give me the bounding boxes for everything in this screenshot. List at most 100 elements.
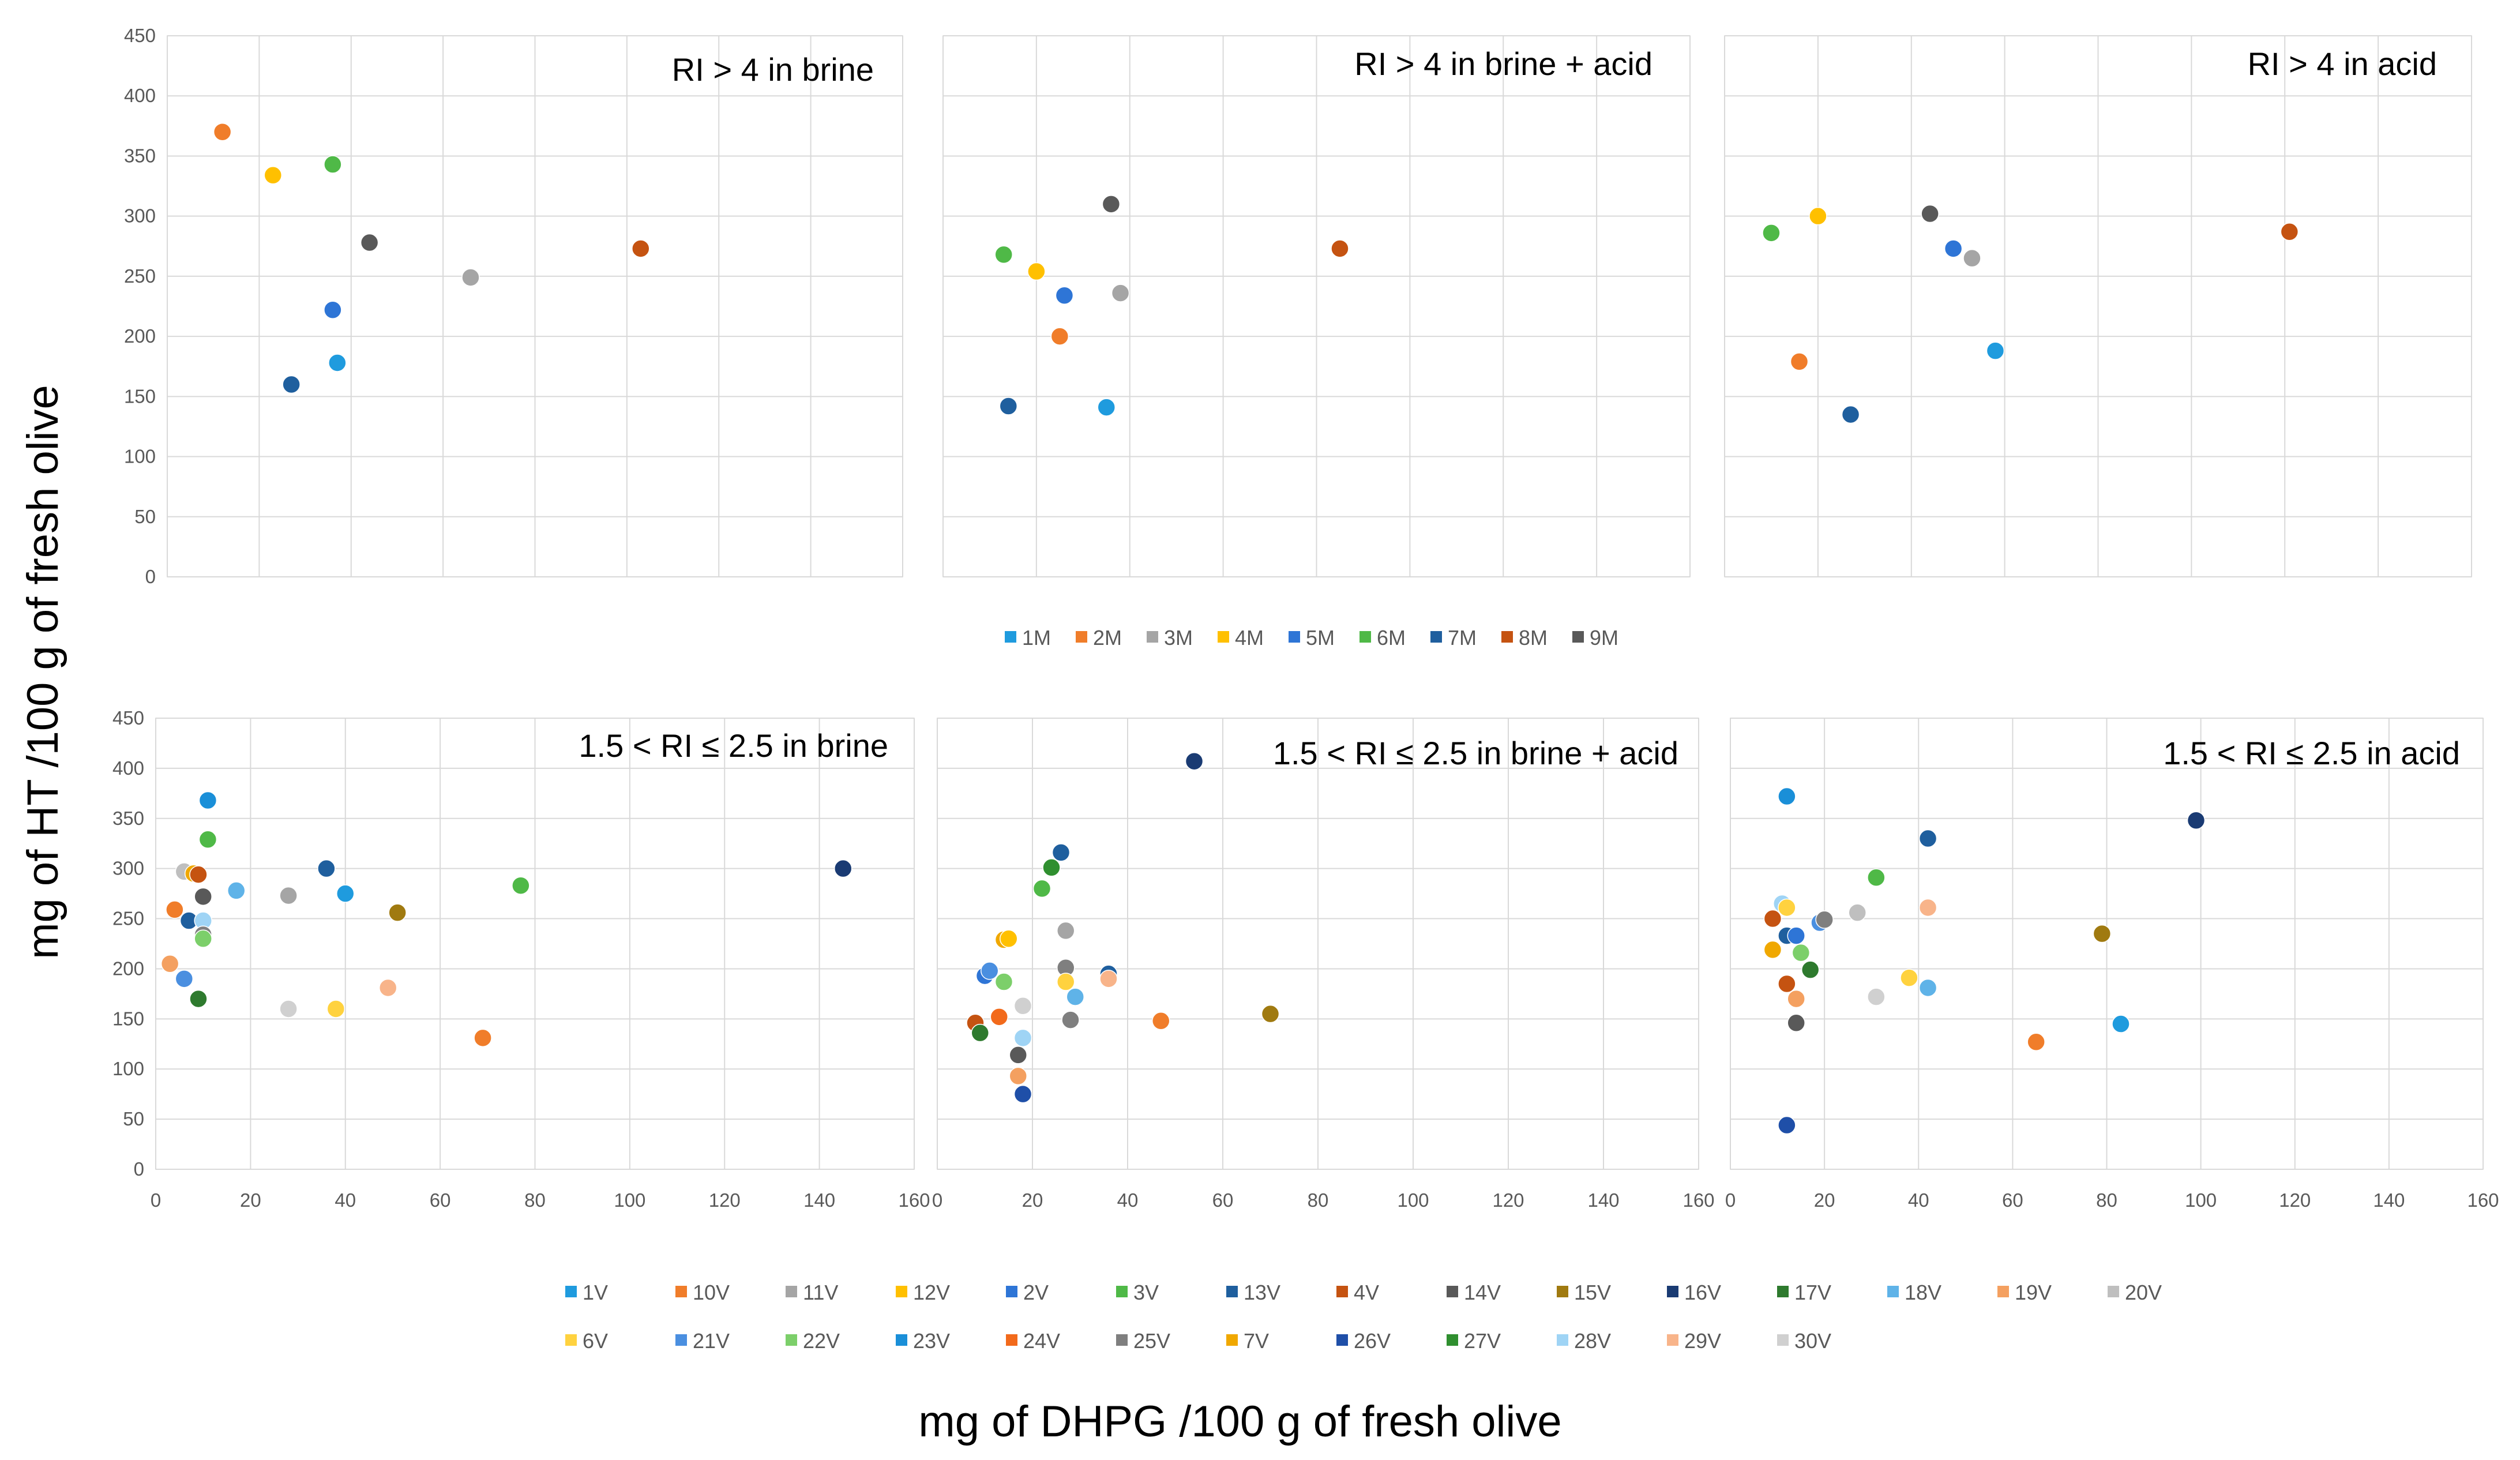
legend-swatch [1447, 1286, 1458, 1297]
legend-item-15V: 15V [1557, 1281, 1611, 1304]
data-point-3M [1963, 249, 1981, 268]
data-point-8M [1331, 239, 1349, 258]
data-point-7V [1763, 940, 1782, 959]
y-tick-label: 100 [124, 446, 156, 467]
legend-swatch [1336, 1286, 1348, 1297]
data-point-3V [1867, 868, 1886, 887]
data-point-25V [1061, 1011, 1080, 1029]
data-point-26V [1778, 1116, 1796, 1135]
legend-label: 2V [1023, 1281, 1049, 1304]
legend-item-28V: 28V [1557, 1329, 1611, 1353]
data-point-6V [1778, 898, 1796, 917]
data-point-6M [994, 245, 1013, 264]
legend-swatch [1116, 1286, 1128, 1297]
legend-item-23V: 23V [896, 1329, 950, 1353]
x-tick-label: 60 [2002, 1189, 2023, 1211]
data-point-17V [971, 1023, 989, 1042]
legend-swatch [1147, 631, 1158, 643]
legend-label: 3V [1133, 1281, 1159, 1304]
legend-item-17V: 17V [1777, 1281, 1831, 1304]
data-point-15V [2093, 924, 2112, 943]
legend-swatch [1777, 1334, 1789, 1346]
legend-label: 17V [1794, 1281, 1831, 1304]
legend-item-12V: 12V [896, 1281, 950, 1304]
data-point-23V [198, 791, 217, 810]
data-point-16V [833, 859, 852, 878]
data-point-25V [1815, 910, 1834, 929]
y-tick-label: 400 [112, 757, 144, 779]
legend-item-11V: 11V [786, 1281, 838, 1304]
data-point-29V [378, 978, 397, 997]
data-point-6V [326, 1000, 345, 1018]
data-point-10V [474, 1029, 492, 1048]
x-tick-label: 80 [2096, 1189, 2117, 1211]
scatter-panel-3: RI > 4 in acid [1724, 35, 2472, 577]
legend-label: 8M [1519, 626, 1548, 650]
scatter-panel-4: 0 50 100 150 200 250 300 350 400 450 0 20 40 60 80 100 1… [112, 707, 930, 1211]
data-point-19V [1009, 1067, 1027, 1086]
legend-label: 7M [1448, 626, 1477, 650]
x-tick-label: 120 [2279, 1189, 2311, 1211]
y-tick-label: 450 [124, 25, 156, 46]
data-point-22V [194, 929, 212, 948]
data-point-7M [282, 375, 301, 394]
legend-label: 1M [1022, 626, 1051, 650]
legend-label: 25V [1133, 1329, 1170, 1353]
x-tick-label: 20 [1814, 1189, 1835, 1211]
legend-swatch [1557, 1334, 1568, 1346]
legend-item-3V: 3V [1116, 1281, 1159, 1304]
y-tick-label: 0 [145, 566, 156, 587]
y-tick-label: 300 [112, 858, 144, 879]
legend-label: 16V [1684, 1281, 1721, 1304]
data-point-5M [324, 301, 342, 320]
legend-item-13V: 13V [1226, 1281, 1280, 1304]
data-point-14V [1787, 1014, 1805, 1033]
data-point-22V [994, 973, 1013, 991]
x-tick-label: 120 [1492, 1189, 1524, 1211]
scatter-panel-1: 0 50 100 150 200 250 300 350 400 450 RI > 4 in bri… [124, 25, 903, 587]
legend-swatch [2108, 1286, 2119, 1297]
legend-swatch [1997, 1286, 2009, 1297]
data-point-5M [1944, 239, 1963, 258]
x-tick-label: 80 [524, 1189, 546, 1211]
y-tick-label: 400 [124, 85, 156, 106]
panel-title: 1.5 < RI ≤ 2.5 in brine + acid [1273, 735, 1678, 771]
data-point-10V [2027, 1033, 2045, 1052]
panel-title: RI > 4 in acid [2248, 46, 2437, 82]
data-point-21V [175, 970, 194, 988]
legend-item-5M: 5M [1289, 626, 1335, 650]
legend-label: 7V [1244, 1329, 1269, 1353]
data-point-4V [189, 865, 208, 884]
legend-item-20V: 20V [2108, 1281, 2162, 1304]
y-tick-label: 200 [124, 325, 156, 347]
legend-item-16V: 16V [1667, 1281, 1721, 1304]
legend-item-29V: 29V [1667, 1329, 1721, 1353]
data-point-6M [324, 155, 342, 174]
panel-title: 1.5 < RI ≤ 2.5 in brine [579, 727, 888, 764]
x-tick-label: 100 [2185, 1189, 2217, 1211]
legend-label: 6V [583, 1329, 608, 1353]
legend-item-22V: 22V [786, 1329, 840, 1353]
legend-label: 9M [1590, 626, 1618, 650]
data-point-2M [1050, 327, 1069, 346]
y-tick-label: 350 [124, 145, 156, 166]
legend-swatch [1226, 1334, 1238, 1346]
data-point-30V [1013, 996, 1032, 1015]
legend-label: 11V [803, 1281, 838, 1304]
data-point-4V [1763, 909, 1782, 928]
data-point-2M [213, 123, 232, 141]
legend-item-3M: 3M [1147, 626, 1193, 650]
data-point-13V [1051, 843, 1071, 862]
legend-label: 1V [583, 1281, 608, 1304]
legend-item-26V: 26V [1336, 1329, 1391, 1353]
x-axis-title: mg of DHPG /100 g of fresh olive [918, 1397, 1561, 1446]
data-point-16V [2187, 811, 2206, 830]
x-tick-label: 140 [1587, 1189, 1619, 1211]
data-point-17V [189, 989, 208, 1008]
y-tick-label: 300 [124, 205, 156, 227]
data-point-23V [1778, 787, 1796, 806]
legend-item-25V: 25V [1116, 1329, 1170, 1353]
legend-label: 21V [693, 1329, 730, 1353]
legend-item-8M: 8M [1501, 626, 1548, 650]
